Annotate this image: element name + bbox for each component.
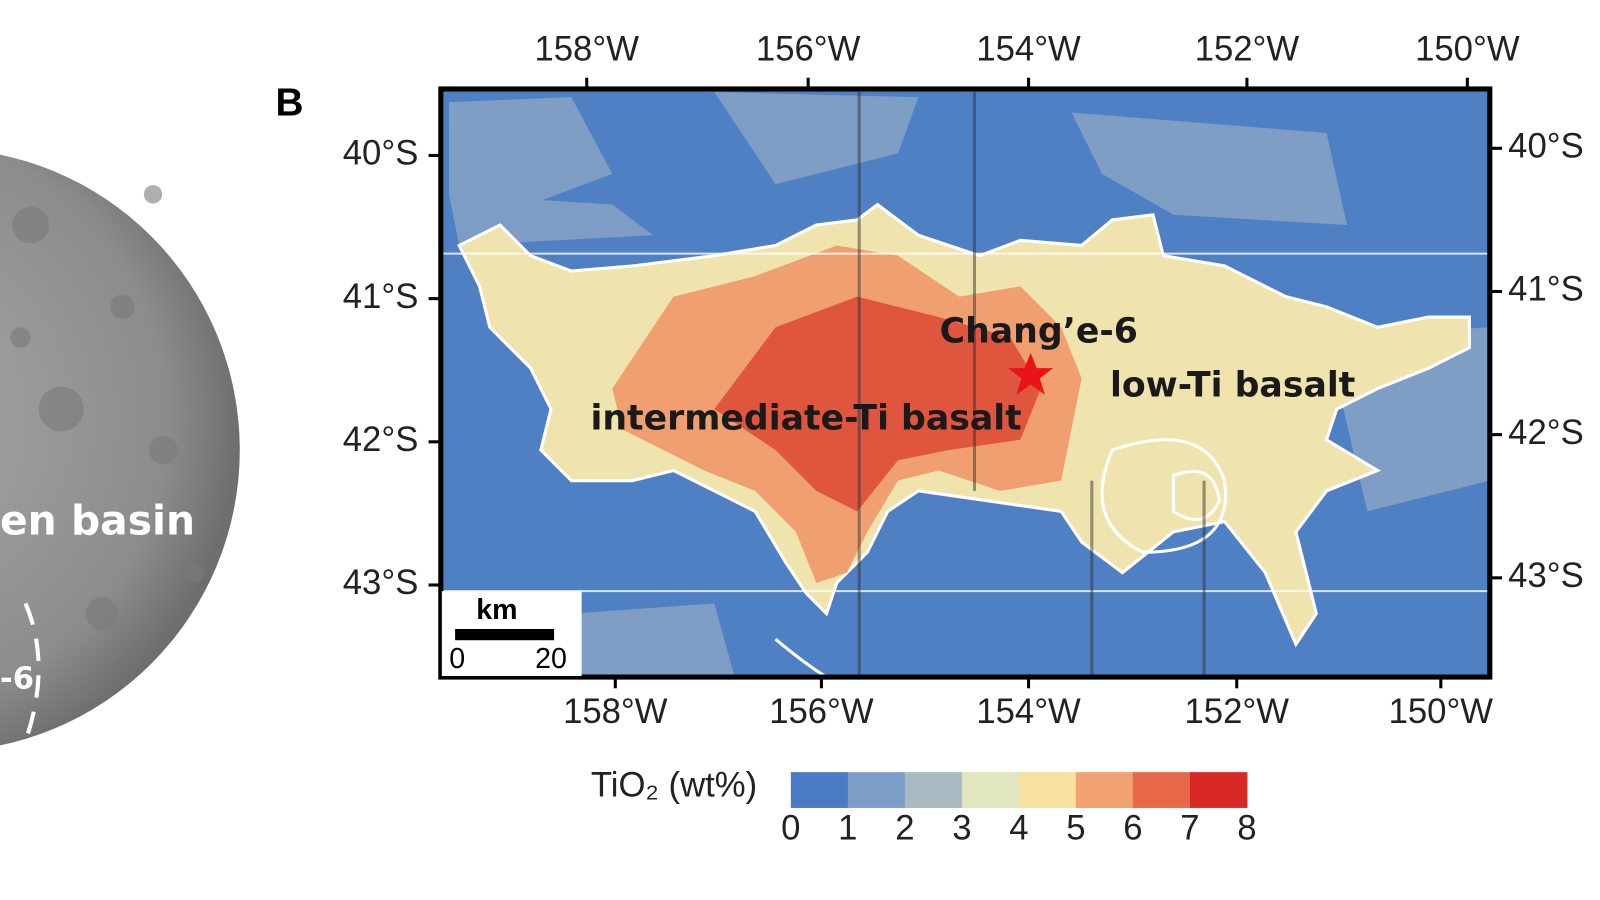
lon-label: 154°W <box>976 30 1081 68</box>
panel-label: B <box>276 82 304 125</box>
lon-label: 154°W <box>976 693 1081 731</box>
colorbar-tick: 3 <box>952 810 971 848</box>
colorbar-segment <box>1075 772 1134 808</box>
site-outline <box>13 602 41 768</box>
moon-label: de <box>0 104 57 152</box>
lon-label: 158°W <box>563 693 668 731</box>
colorbar-segment <box>790 772 849 808</box>
scale-unit: km <box>476 594 517 626</box>
lon-label: 156°W <box>769 693 874 731</box>
colorbar-tick: 6 <box>1123 810 1142 848</box>
colorbar-tick: 8 <box>1237 810 1256 848</box>
moon-label: en basin <box>0 497 195 545</box>
lon-label: 152°W <box>1195 30 1300 68</box>
lat-label: 41°S <box>343 278 419 316</box>
map-frame <box>438 86 1493 680</box>
lat-label: 43°S <box>1508 557 1584 595</box>
lat-label: 42°S <box>1508 414 1584 452</box>
colorbar-tick: 1 <box>838 810 857 848</box>
colorbar-tick: 0 <box>781 810 800 848</box>
colorbar-segment <box>1132 772 1191 808</box>
colorbar-segment <box>1189 772 1248 808</box>
lon-label: 150°W <box>1389 693 1494 731</box>
unit-label: intermediate-Ti basalt <box>590 398 1021 438</box>
colorbar-tick: 2 <box>895 810 914 848</box>
colorbar-segment <box>847 772 906 808</box>
lat-label: 41°S <box>1508 271 1584 309</box>
scale-bar <box>455 628 555 641</box>
lon-label: 156°W <box>756 30 861 68</box>
moon-label: -6 <box>0 662 34 697</box>
colorbar-tick: 5 <box>1066 810 1085 848</box>
lat-label: 40°S <box>343 135 419 173</box>
colorbar-tick: 4 <box>1009 810 1028 848</box>
lat-label: 42°S <box>343 421 419 459</box>
lat-label: 40°S <box>1508 127 1584 165</box>
landing-star <box>1008 352 1054 395</box>
colorbar-segment <box>1018 772 1077 808</box>
colorbar-title: TiO₂ (wt%) <box>591 767 757 805</box>
lat-label: 43°S <box>343 564 419 602</box>
colorbar-segment <box>961 772 1020 808</box>
lon-label: 152°W <box>1184 693 1289 731</box>
colorbar-segment <box>904 772 963 808</box>
scale-tick: 20 <box>535 643 567 675</box>
scale-tick: 0 <box>449 643 465 675</box>
colorbar-tick: 7 <box>1180 810 1199 848</box>
map <box>440 88 1490 678</box>
lon-label: 150°W <box>1415 30 1520 68</box>
craters <box>10 185 205 630</box>
moon-disc <box>0 154 240 746</box>
unit-label: low-Ti basalt <box>1110 366 1355 406</box>
site-label: Chang’e-6 <box>940 311 1138 351</box>
lon-label: 158°W <box>534 30 639 68</box>
